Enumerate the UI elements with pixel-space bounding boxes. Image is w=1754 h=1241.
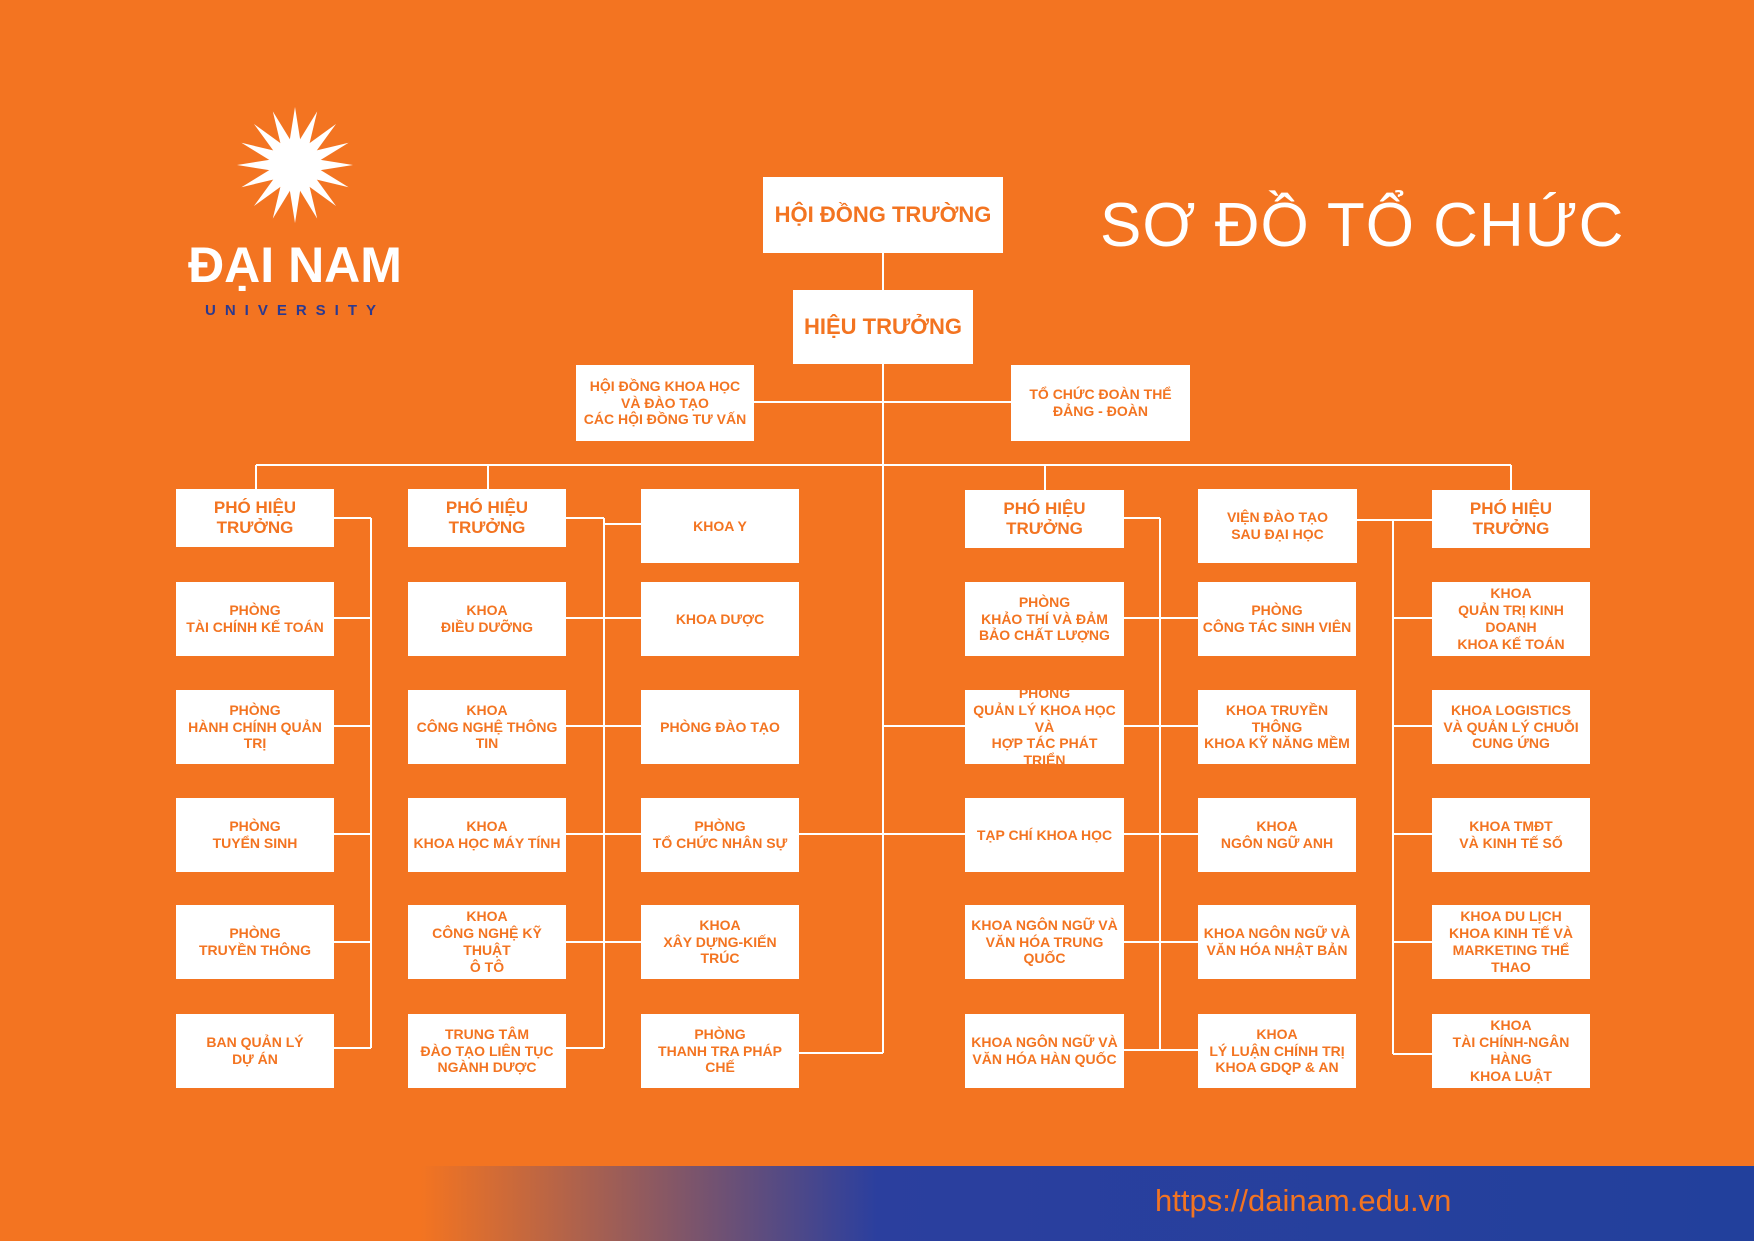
unit-box: KHOA CÔNG NGHỆ KỸ THUẬT Ô TÔ xyxy=(408,905,566,979)
unit-box: TRUNG TÂM ĐÀO TẠO LIÊN TỤC NGÀNH DƯỢC xyxy=(408,1014,566,1088)
unit-box: PHÒNG ĐÀO TẠO xyxy=(641,690,799,764)
science-council-box: HỘI ĐỒNG KHOA HỌC VÀ ĐÀO TẠO CÁC HỘI ĐỒN… xyxy=(576,365,754,441)
unit-box: TẠP CHÍ KHOA HỌC xyxy=(965,798,1124,872)
unit-box: KHOA NGÔN NGỮ VÀ VĂN HÓA HÀN QUỐC xyxy=(965,1014,1124,1088)
unit-box: KHOA KHOA HỌC MÁY TÍNH xyxy=(408,798,566,872)
rector-box: HIỆU TRƯỞNG xyxy=(793,290,973,364)
unit-box: KHOA XÂY DỰNG-KIẾN TRÚC xyxy=(641,905,799,979)
unions-box: TỔ CHỨC ĐOÀN THỂ ĐẢNG - ĐOÀN xyxy=(1011,365,1190,441)
graduate-institute-box: VIỆN ĐÀO TẠO SAU ĐẠI HỌC xyxy=(1198,489,1357,563)
unit-box: KHOA NGÔN NGỮ ANH xyxy=(1198,798,1356,872)
unit-box: KHOA ĐIỀU DƯỠNG xyxy=(408,582,566,656)
unit-box: KHOA QUẢN TRỊ KINH DOANH KHOA KẾ TOÁN xyxy=(1432,582,1590,656)
unit-box: PHÒNG KHẢO THÍ VÀ ĐẢM BẢO CHẤT LƯỢNG xyxy=(965,582,1124,656)
board-box: HỘI ĐỒNG TRƯỜNG xyxy=(763,177,1003,253)
unit-box: KHOA LOGISTICS VÀ QUẢN LÝ CHUỖI CUNG ỨNG xyxy=(1432,690,1590,764)
vice-rector-box: PHÓ HIỆU TRƯỞNG xyxy=(408,489,566,547)
footer-band xyxy=(0,1166,1754,1241)
unit-box: PHÒNG HÀNH CHÍNH QUẢN TRỊ xyxy=(176,690,334,764)
logo-name: ĐẠI NAM xyxy=(188,237,402,293)
unit-box: PHÒNG CÔNG TÁC SINH VIÊN xyxy=(1198,582,1356,656)
unit-box: PHÒNG TỔ CHỨC NHÂN SỰ xyxy=(641,798,799,872)
unit-box: PHÒNG THANH TRA PHÁP CHẾ xyxy=(641,1014,799,1088)
sun-logo-icon xyxy=(237,107,353,223)
unit-box: KHOA DƯỢC xyxy=(641,582,799,656)
unit-box: PHÒNG QUẢN LÝ KHOA HỌC VÀ HỢP TÁC PHÁT T… xyxy=(965,685,1124,768)
vice-rector-box: PHÓ HIỆU TRƯỞNG xyxy=(1432,490,1590,548)
unit-box: KHOA TÀI CHÍNH-NGÂN HÀNG KHOA LUẬT xyxy=(1432,1014,1590,1088)
vice-rector-box: PHÓ HIỆU TRƯỞNG xyxy=(965,490,1124,548)
unit-box: KHOA NGÔN NGỮ VÀ VĂN HÓA TRUNG QUỐC xyxy=(965,905,1124,979)
page-title: SƠ ĐỒ TỔ CHỨC xyxy=(1100,191,1625,260)
unit-box: KHOA TMĐT VÀ KINH TẾ SỐ xyxy=(1432,798,1590,872)
vice-rector-box: PHÓ HIỆU TRƯỞNG xyxy=(176,489,334,547)
unit-box: KHOA DU LỊCH KHOA KINH TẾ VÀ MARKETING T… xyxy=(1432,905,1590,979)
faculty-head-box: KHOA Y xyxy=(641,489,799,563)
unit-box: KHOA TRUYỀN THÔNG KHOA KỸ NĂNG MỀM xyxy=(1198,690,1356,764)
website-link[interactable]: https://dainam.edu.vn xyxy=(1155,1183,1452,1218)
unit-box: KHOA NGÔN NGỮ VÀ VĂN HÓA NHẬT BẢN xyxy=(1198,905,1356,979)
unit-box: PHÒNG TÀI CHÍNH KẾ TOÁN xyxy=(176,582,334,656)
unit-box: PHÒNG TUYỂN SINH xyxy=(176,798,334,872)
logo-subtitle: UNIVERSITY xyxy=(204,302,385,319)
dai-nam-logo: ĐẠI NAM UNIVERSITY xyxy=(170,100,420,330)
unit-box: KHOA CÔNG NGHỆ THÔNG TIN xyxy=(408,690,566,764)
unit-box: PHÒNG TRUYỀN THÔNG xyxy=(176,905,334,979)
unit-box: KHOA LÝ LUẬN CHÍNH TRỊ KHOA GDQP & AN xyxy=(1198,1014,1356,1088)
unit-box: BAN QUẢN LÝ DỰ ÁN xyxy=(176,1014,334,1088)
